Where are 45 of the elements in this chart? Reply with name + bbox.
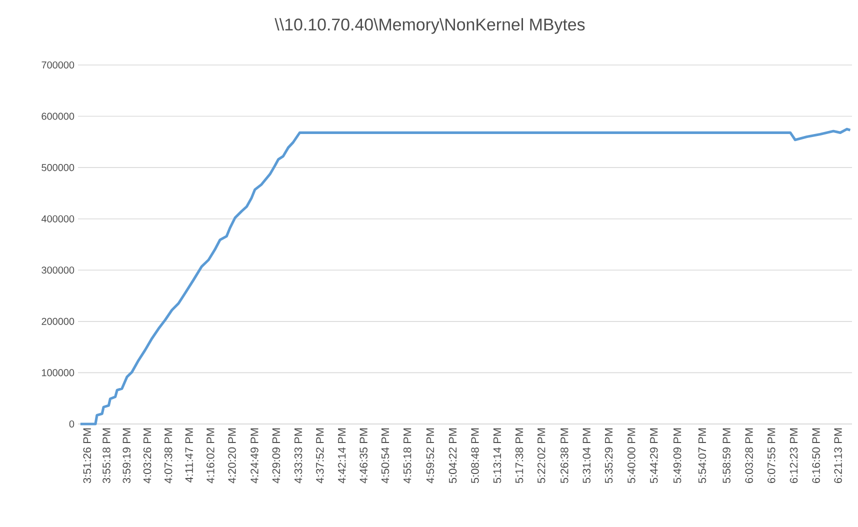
- y-tick-label: 200000: [42, 318, 74, 325]
- x-tick-label: 4:50:54 PM: [381, 428, 390, 484]
- x-tick-label: 5:31:04 PM: [582, 428, 591, 484]
- x-tick-label: 4:46:35 PM: [360, 428, 368, 484]
- x-tick-label: 5:08:48 PM: [471, 428, 479, 484]
- chart-title: \\10.10.70.40\Memory\NonKernel MBytes: [274, 18, 585, 34]
- x-tick-label: 4:59:52 PM: [426, 428, 434, 484]
- x-tick-label: 5:40:00 PM: [628, 428, 636, 484]
- x-tick-label: 5:22:02 PM: [537, 428, 546, 484]
- line-series: [79, 128, 852, 426]
- x-tick-label: 4:55:18 PM: [403, 428, 412, 484]
- x-tick-label: 4:07:38 PM: [164, 428, 172, 484]
- x-tick-label: 5:35:29 PM: [604, 428, 613, 484]
- x-tick-label: 4:29:09 PM: [272, 428, 280, 484]
- y-tick-label: 0: [69, 420, 74, 428]
- x-tick-label: 5:58:59 PM: [722, 428, 730, 484]
- x-tick-label: 5:17:38 PM: [515, 428, 524, 484]
- x-tick-label: 4:20:20 PM: [228, 428, 236, 484]
- y-tick-label: 100000: [42, 369, 74, 376]
- y-tick-label: 300000: [42, 266, 74, 274]
- x-tick-label: 4:37:52 PM: [316, 428, 324, 484]
- x-tick-label: 4:16:02 PM: [206, 428, 214, 484]
- x-tick-label: 5:54:07 PM: [698, 428, 706, 484]
- x-tick-label: 3:55:18 PM: [102, 428, 110, 484]
- x-tick-label: 5:04:22 PM: [448, 428, 457, 484]
- x-tick-label: 5:26:38 PM: [560, 428, 568, 484]
- y-tick-label: 600000: [42, 112, 74, 120]
- x-tick-label: 4:24:49 PM: [250, 428, 258, 484]
- x-tick-label: 4:33:33 PM: [294, 428, 302, 484]
- x-tick-label: 5:49:09 PM: [673, 428, 682, 484]
- x-tick-label: 4:03:26 PM: [143, 428, 152, 484]
- x-tick-label: 6:16:50 PM: [812, 428, 820, 483]
- y-tick-label: 400000: [41, 215, 74, 222]
- x-tick-label: 6:21:13 PM: [834, 428, 842, 483]
- x-tick-label: 4:11:47 PM: [185, 428, 193, 482]
- y-tick-label: 700000: [42, 61, 74, 69]
- x-tick-label: 4:42:14 PM: [338, 428, 346, 484]
- x-tick-label: 6:07:55 PM: [768, 428, 776, 483]
- x-tick-label: 6:12:23 PM: [790, 428, 798, 483]
- x-tick-label: 5:44:29 PM: [650, 428, 658, 484]
- y-tick-label: 500000: [42, 164, 74, 172]
- x-tick-label: 6:03:28 PM: [745, 428, 753, 483]
- x-tick-label: 3:51:26 PM: [83, 428, 91, 484]
- x-tick-label: 5:13:14 PM: [493, 428, 502, 484]
- x-tick-label: 3:59:19 PM: [122, 428, 131, 484]
